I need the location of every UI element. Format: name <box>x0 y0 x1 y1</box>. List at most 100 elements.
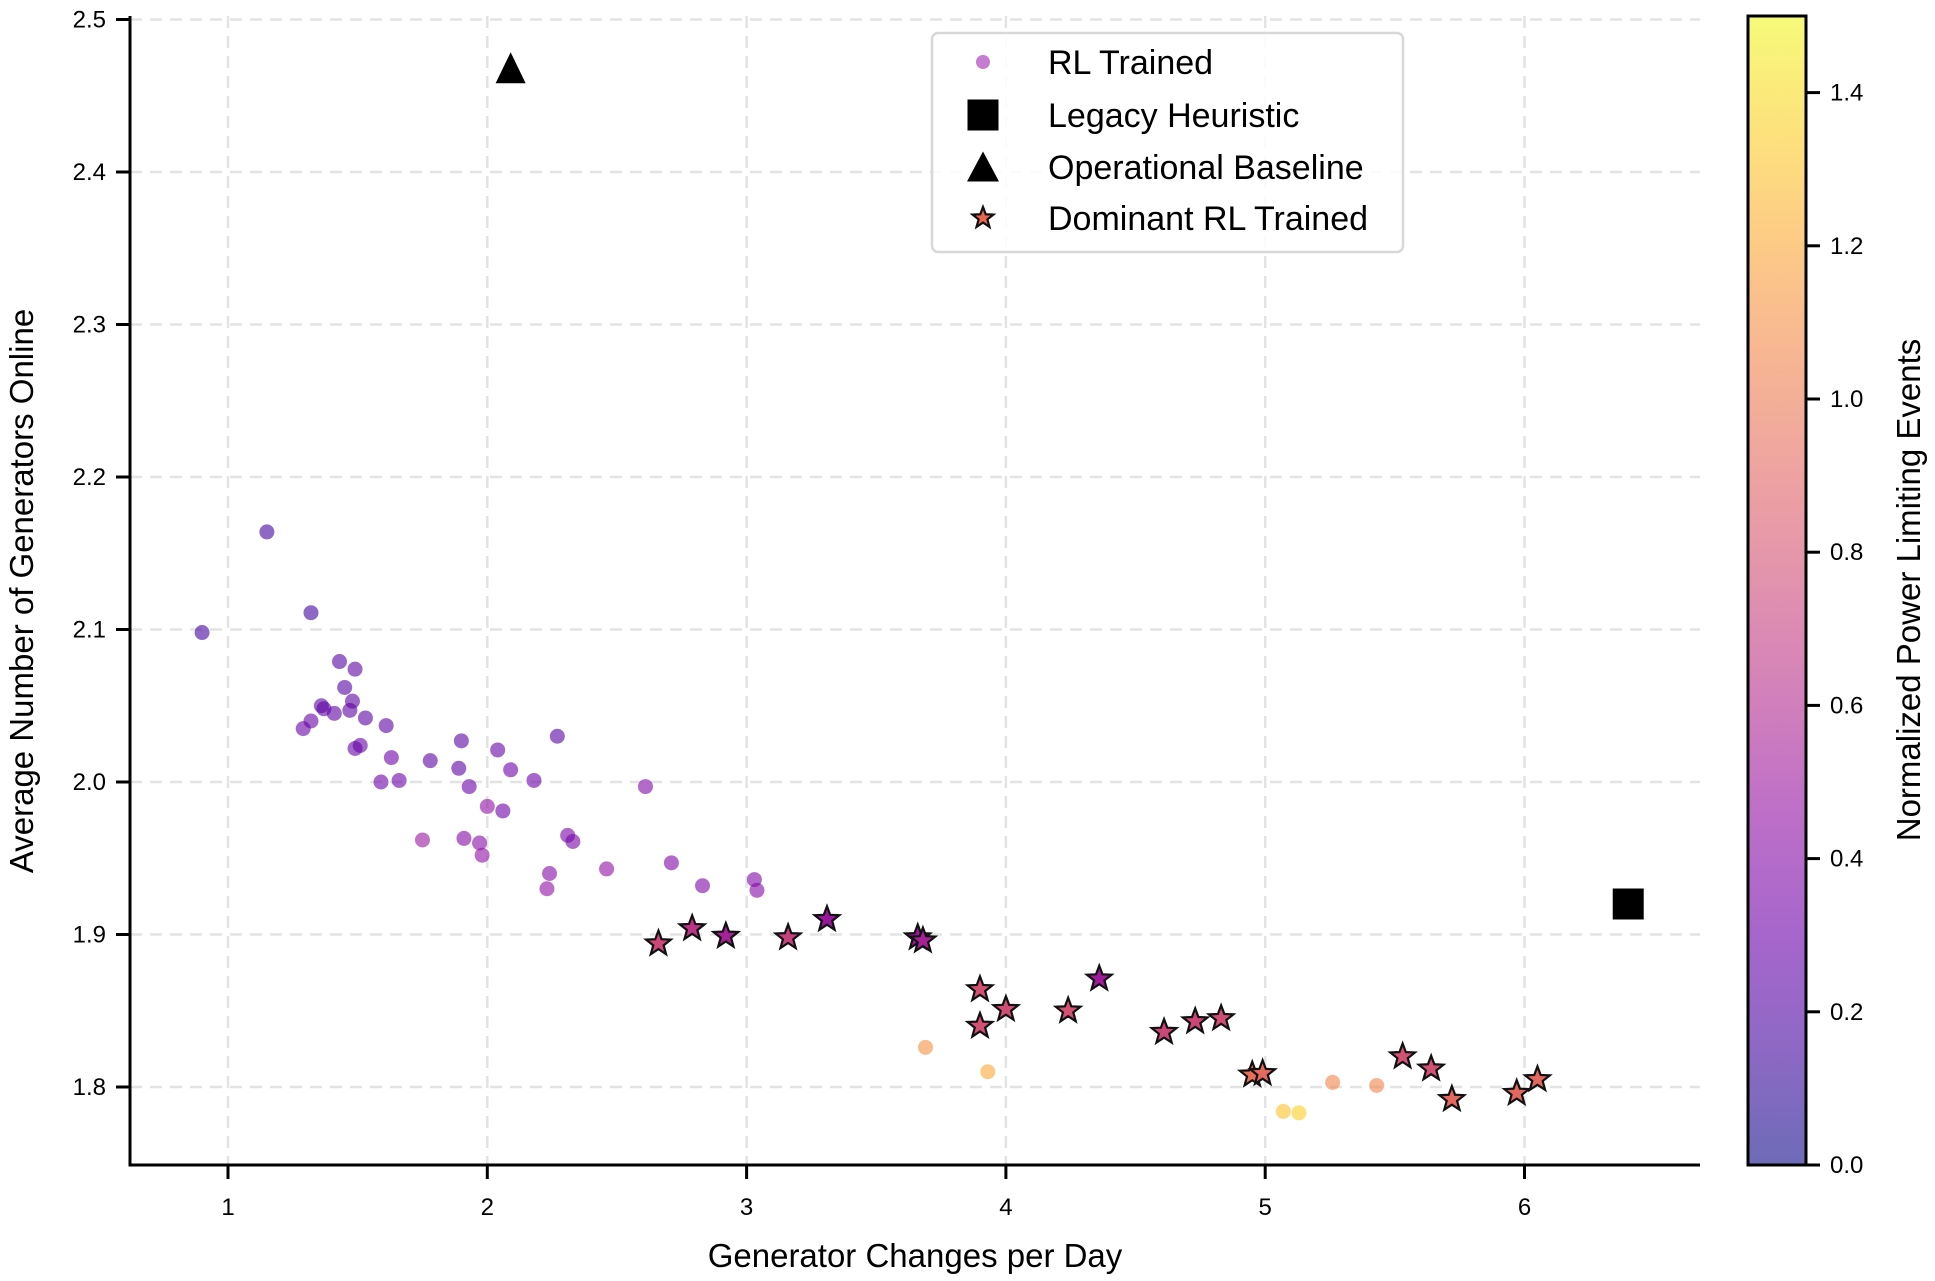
colorbar-tick-label: 0.8 <box>1830 539 1863 566</box>
colorbar-tick-label: 0.6 <box>1830 692 1863 719</box>
rl-trained-point <box>980 1064 996 1080</box>
rl-trained-point <box>1275 1103 1291 1119</box>
rl-trained-point <box>453 733 469 749</box>
colorbar-tick-label: 0.4 <box>1830 846 1863 873</box>
dominant-rl-point <box>811 903 843 933</box>
legend-box <box>930 31 1405 254</box>
colorbar-tick-label: 0.2 <box>1830 999 1863 1026</box>
legend-triangle-icon <box>967 151 999 182</box>
rl-trained-point <box>331 654 347 670</box>
rl-trained-point <box>259 524 275 540</box>
rl-trained-point <box>347 661 363 677</box>
dominant-rl-point <box>1205 1002 1237 1032</box>
rl-trained-point <box>357 710 373 726</box>
legend-label: Dominant RL Trained <box>1048 200 1368 238</box>
legend-label: RL Trained <box>1048 44 1213 82</box>
rl-trained-point <box>347 740 363 756</box>
rl-trained-point <box>1369 1077 1385 1093</box>
rl-trained-point <box>479 798 495 814</box>
rl-trained-point <box>391 772 407 788</box>
dominant-rl-point <box>1083 962 1115 992</box>
y-tick-label: 1.9 <box>73 922 106 949</box>
colorbar-tick-label: 1.4 <box>1830 80 1863 107</box>
y-axis-label: Average Number of Generators Online <box>3 309 40 873</box>
x-axis-label: Generator Changes per Day <box>708 1237 1123 1274</box>
legend: RL Trained Legacy Heuristic Operational Ba… <box>930 31 1405 254</box>
rl-trained-point <box>342 702 358 718</box>
rl-trained-point <box>194 625 210 641</box>
rl-trained-point <box>749 882 765 898</box>
rl-trained-point <box>303 605 319 621</box>
dominant-rl-point <box>907 924 939 954</box>
dominant-rl-point <box>1179 1005 1211 1035</box>
y-tick-label: 2.0 <box>73 769 106 796</box>
rl-trained-point <box>565 833 581 849</box>
y-tick-label: 2.3 <box>73 312 106 339</box>
grid-lines <box>130 16 1700 1165</box>
rl-trained-point <box>378 718 394 734</box>
colorbar-gradient <box>1746 14 1808 1167</box>
rl-trained-point <box>373 774 389 790</box>
x-tick-label: 1 <box>221 1194 234 1221</box>
rl-trained-point <box>414 832 430 848</box>
legend-label: Operational Baseline <box>1048 149 1364 187</box>
dominant-rl-point <box>1436 1083 1468 1113</box>
x-tick-label: 6 <box>1518 1194 1531 1221</box>
rl-trained-point <box>461 779 477 795</box>
dominant-rl-point <box>1247 1057 1278 1087</box>
dominant-rl-point <box>1387 1040 1418 1070</box>
x-tick-label: 4 <box>999 1194 1012 1221</box>
rl-trained-point <box>503 762 519 778</box>
dominant-rl-point <box>1148 1015 1180 1046</box>
dominant-rl-point <box>1522 1063 1553 1093</box>
dominant-rl-point <box>964 973 996 1003</box>
dominant-rl-point <box>676 912 708 942</box>
rl-trained-point <box>474 847 490 863</box>
colorbar-tick-label: 0.0 <box>1830 1152 1863 1179</box>
rl-trained-point <box>337 679 353 695</box>
rl-trained-point <box>695 878 711 894</box>
operational-baseline-point <box>495 52 526 84</box>
legend-label: Legacy Heuristic <box>1048 97 1299 135</box>
dominant-rl-point <box>964 1009 996 1040</box>
dominant-rl-point <box>643 927 674 957</box>
rl-trained-point <box>1291 1105 1307 1121</box>
colorbar-label: Normalized Power Limiting Events <box>1890 339 1927 842</box>
colorbar: 0.0 0.2 0.4 0.6 0.8 1.0 1.2 1.4 Normalized Powe… <box>1746 14 1927 1179</box>
dominant-rl-point <box>1415 1052 1447 1082</box>
rl-trained-point <box>495 803 511 819</box>
legend-square-icon <box>967 99 999 131</box>
rl-trained-point <box>539 881 555 897</box>
rl-trained-point <box>295 721 311 737</box>
data-points <box>194 52 1644 1121</box>
rl-trained-point <box>549 728 565 744</box>
dominant-rl-point <box>772 921 804 951</box>
dominant-rl-point <box>1501 1076 1533 1107</box>
rl-trained-point <box>599 861 615 877</box>
legend-circle-icon <box>976 55 990 69</box>
colorbar-tick-label: 1.2 <box>1830 233 1863 260</box>
rl-trained-point <box>663 855 679 871</box>
rl-trained-point <box>1325 1074 1341 1090</box>
rl-trained-point <box>326 705 342 721</box>
rl-trained-point <box>456 830 472 846</box>
y-tick-label: 2.1 <box>73 617 106 644</box>
x-ticks: 1 2 3 4 5 6 <box>221 1165 1531 1221</box>
rl-trained-point <box>637 779 653 795</box>
axes <box>128 16 1700 1167</box>
x-tick-label: 3 <box>740 1194 753 1221</box>
legend-star-icon <box>969 203 997 230</box>
rl-trained-point <box>422 753 438 769</box>
y-tick-label: 1.8 <box>73 1074 106 1101</box>
dominant-rl-point <box>990 993 1022 1023</box>
colorbar-tick-label: 1.0 <box>1830 386 1863 413</box>
rl-trained-point <box>490 742 506 758</box>
y-ticks: 1.8 1.9 2.0 2.1 2.2 2.3 2.4 2.5 <box>73 7 130 1101</box>
dominant-rl-point <box>1052 994 1084 1024</box>
rl-trained-point <box>472 835 488 851</box>
x-tick-label: 5 <box>1259 1194 1272 1221</box>
rl-trained-point <box>542 866 558 881</box>
dominant-rl-point <box>710 919 742 950</box>
legacy-heuristic-point <box>1612 888 1644 920</box>
y-tick-label: 2.4 <box>73 159 106 186</box>
